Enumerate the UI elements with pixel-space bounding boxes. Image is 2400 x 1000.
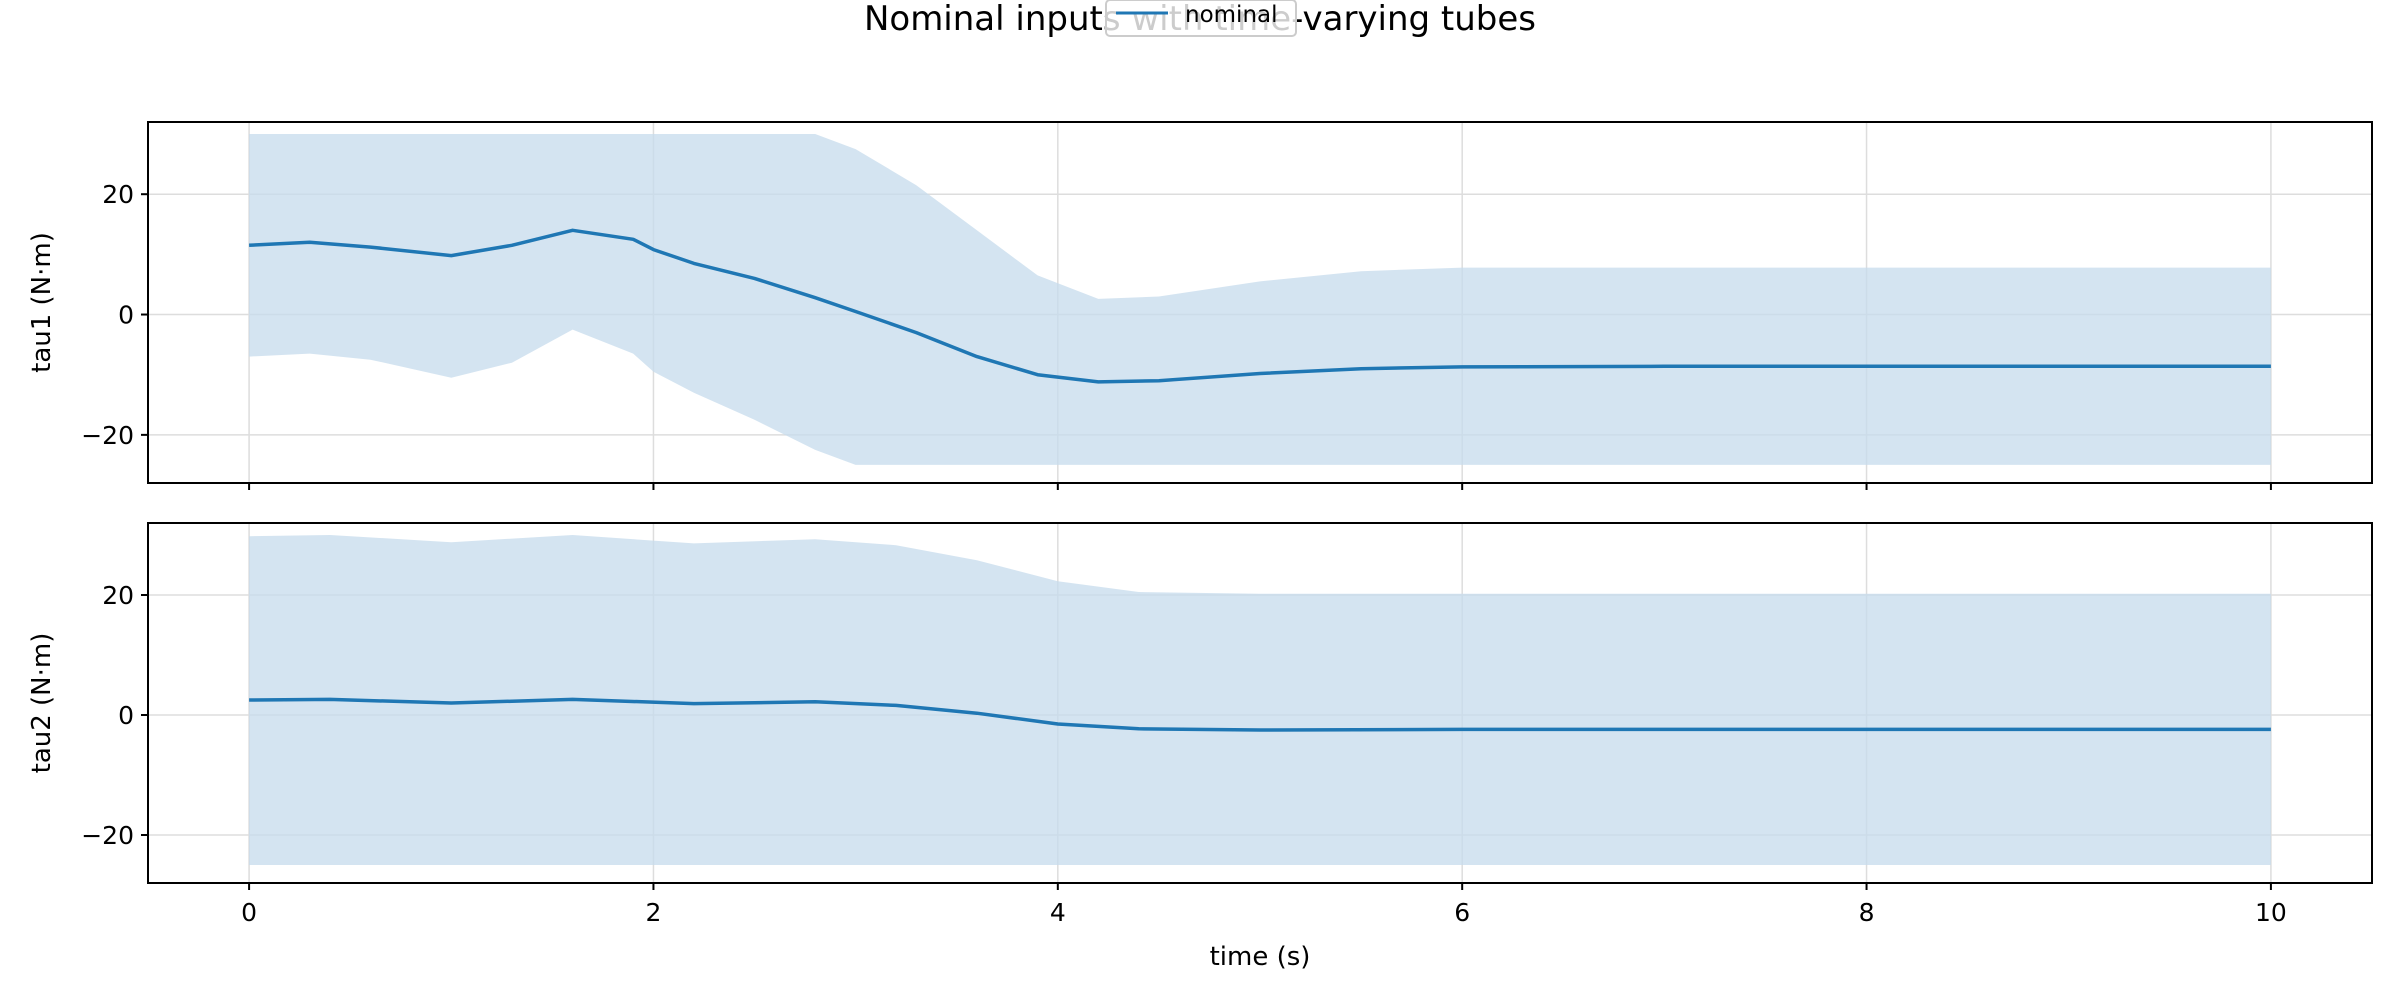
x-axis-label: time (s): [1210, 942, 1311, 972]
panel-1-y-tick-label: 0: [118, 301, 134, 330]
panel-2-frame: [147, 522, 2373, 884]
panels: 20 0 −20 tau1 (N·m) 20 0 −20 0 2 4 6 8 10 tau2 (N·m): [27, 121, 2373, 927]
panel-2-y-tick-label: 20: [102, 581, 134, 610]
panel-1-line-nominal: [249, 228, 2271, 384]
panel-1-tube-band: [249, 134, 2271, 465]
panel-1-y-tick-label: −20: [81, 421, 134, 450]
x-tick-label: 6: [1454, 898, 1470, 927]
panel-1-y-axis-label: tau1 (N·m): [27, 232, 57, 373]
x-tick-label: 4: [1050, 898, 1066, 927]
legend-box: [1105, 0, 1297, 37]
panel-1-frame: [147, 121, 2373, 484]
panel-2-y-axis-label: tau2 (N·m): [27, 633, 57, 774]
panel-2-y-tick-label: −20: [81, 821, 134, 850]
x-tick-label: 8: [1859, 898, 1875, 927]
x-tick-label: 2: [646, 898, 662, 927]
legend-label-nominal: nominal: [1185, 2, 1278, 28]
panel-2-y-tick-label: 0: [118, 701, 134, 730]
panel-2: 20 0 −20 0 2 4 6 8 10 tau2 (N·m): [27, 522, 2373, 927]
panel-1: 20 0 −20 tau1 (N·m): [27, 121, 2373, 490]
legend: nominal: [1105, 0, 1297, 37]
x-tick-label: 0: [241, 898, 257, 927]
x-tick-label: 10: [2255, 898, 2287, 927]
panel-2-line-nominal: [249, 697, 2271, 732]
panel-2-tube-band: [249, 535, 2271, 865]
panel-1-y-tick-label: 20: [102, 180, 134, 209]
